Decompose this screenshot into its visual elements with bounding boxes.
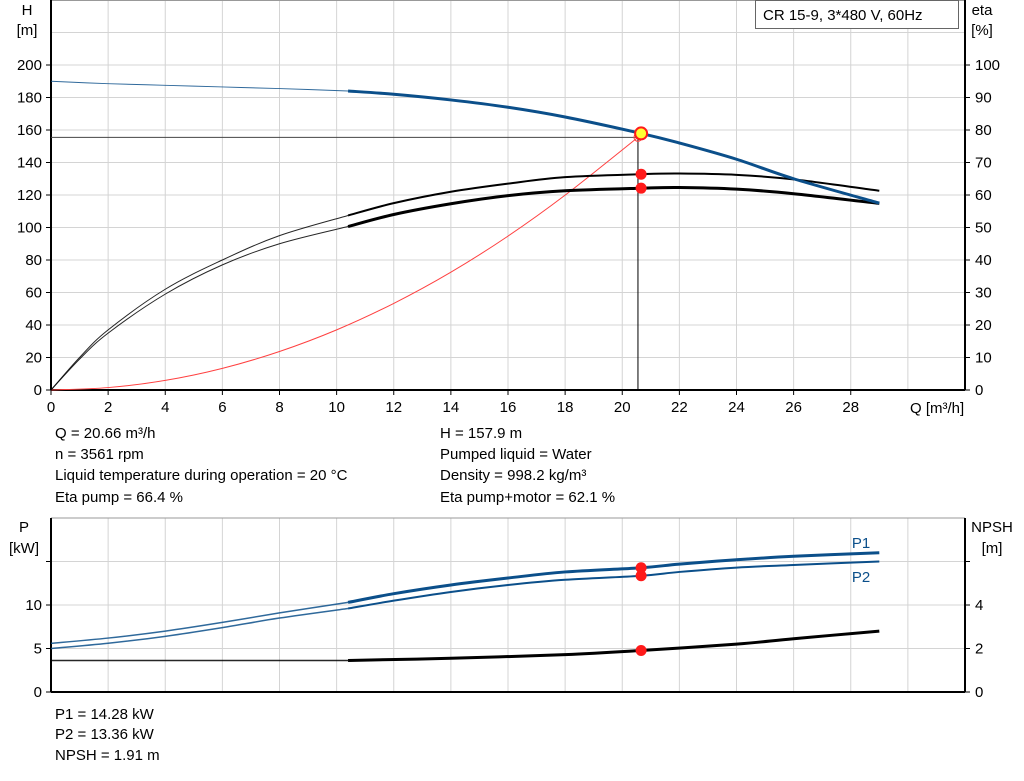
p1-marker	[635, 562, 647, 574]
p2-extrapolated	[50, 607, 349, 650]
system-curve	[50, 136, 639, 391]
y2-tick-label: 80	[975, 122, 992, 139]
x-tick-label: 10	[328, 399, 345, 416]
y2-tick-label: 10	[975, 350, 992, 367]
npsh-marker	[635, 644, 647, 656]
x-tick-label: 6	[218, 399, 226, 416]
y2-tick-label: 0	[975, 382, 983, 399]
title-box-label: CR 15-9, 3*480 V, 60Hz	[763, 7, 923, 24]
y2-tick-label: 20	[975, 317, 992, 334]
info-npsh: NPSH = 1.91 m	[55, 747, 160, 764]
y2-axis-label: eta	[972, 2, 994, 19]
y-tick-label: 140	[17, 155, 42, 172]
p2-label: P2	[852, 569, 870, 586]
y-tick-label: 60	[25, 285, 42, 302]
y2-tick-label: 70	[975, 155, 992, 172]
y2-tick-label: 4	[975, 597, 983, 614]
y-axis-unit: [m]	[17, 22, 38, 39]
x-tick-label: 16	[500, 399, 517, 416]
p2-curve	[347, 560, 880, 610]
x-tick-label: 22	[671, 399, 688, 416]
y-tick-label: 200	[17, 57, 42, 74]
y2-tick-label: 100	[975, 57, 1000, 74]
info-q: Q = 20.66 m³/h	[55, 425, 156, 442]
x-tick-label: 18	[557, 399, 574, 416]
info-density: Density = 998.2 kg/m³	[440, 467, 587, 484]
y2-tick-label: 2	[975, 641, 983, 658]
y2-tick-label: 0	[975, 684, 983, 701]
y-tick-label: 10	[25, 597, 42, 614]
info-p1: P1 = 14.28 kW	[55, 706, 154, 723]
p2-marker	[635, 570, 647, 582]
y2-axis-unit: [%]	[971, 22, 993, 39]
info-eta-pump: Eta pump = 66.4 %	[55, 489, 183, 506]
y2-tick-label: 40	[975, 252, 992, 269]
eta-pump-motor-extrapolated	[50, 226, 349, 391]
info-pumped-liquid: Pumped liquid = Water	[440, 446, 592, 463]
head-extrapolated	[50, 80, 349, 92]
info-eta-pump-motor: Eta pump+motor = 62.1 %	[440, 489, 616, 506]
y-tick-label: 20	[25, 350, 42, 367]
eta-pump-extrapolated	[50, 214, 349, 391]
duty-point-marker	[634, 126, 649, 141]
x-tick-label: 0	[47, 399, 55, 416]
x-tick-label: 24	[728, 399, 745, 416]
x-tick-label: 14	[443, 399, 460, 416]
y2-tick-label: 90	[975, 90, 992, 107]
p1-extrapolated	[50, 601, 349, 645]
x-tick-label: 12	[385, 399, 402, 416]
x-tick-label: 2	[104, 399, 112, 416]
y-tick-label: 120	[17, 187, 42, 204]
y-tick-label: 160	[17, 122, 42, 139]
info-p2: P2 = 13.36 kW	[55, 726, 154, 743]
x-tick-label: 4	[161, 399, 169, 416]
y-axis-label: H	[22, 2, 33, 19]
y-tick-label: 80	[25, 252, 42, 269]
x-axis-label: Q [m³/h]	[910, 400, 964, 417]
npsh-curve	[348, 629, 880, 662]
y-tick-label: 0	[34, 382, 42, 399]
p1-label: P1	[852, 535, 870, 552]
eta-pump-curve	[347, 172, 880, 217]
info-liquid-temp: Liquid temperature during operation = 20…	[55, 467, 348, 484]
y-tick-label: 100	[17, 220, 42, 237]
p1-curve	[347, 551, 880, 604]
y2-axis-unit: [m]	[982, 540, 1003, 557]
y-tick-label: 180	[17, 90, 42, 107]
title-box	[755, 0, 959, 29]
eta-pump-marker	[635, 168, 647, 180]
y2-tick-label: 50	[975, 220, 992, 237]
y-axis-label: P	[19, 519, 29, 536]
head-curve	[347, 89, 880, 205]
x-tick-label: 26	[785, 399, 802, 416]
x-tick-label: 8	[275, 399, 283, 416]
eta-pump-motor-curve	[347, 185, 880, 228]
y-tick-label: 0	[34, 684, 42, 701]
x-tick-label: 28	[842, 399, 859, 416]
y2-axis-label: NPSH	[971, 519, 1013, 536]
eta-pump-motor-marker	[635, 182, 647, 194]
y2-tick-label: 30	[975, 285, 992, 302]
y2-tick-label: 60	[975, 187, 992, 204]
y-tick-label: 40	[25, 317, 42, 334]
y-axis-unit: [kW]	[9, 540, 39, 557]
y-tick-label: 5	[34, 641, 42, 658]
info-speed: n = 3561 rpm	[55, 446, 144, 463]
x-tick-label: 20	[614, 399, 631, 416]
info-head: H = 157.9 m	[440, 425, 523, 442]
